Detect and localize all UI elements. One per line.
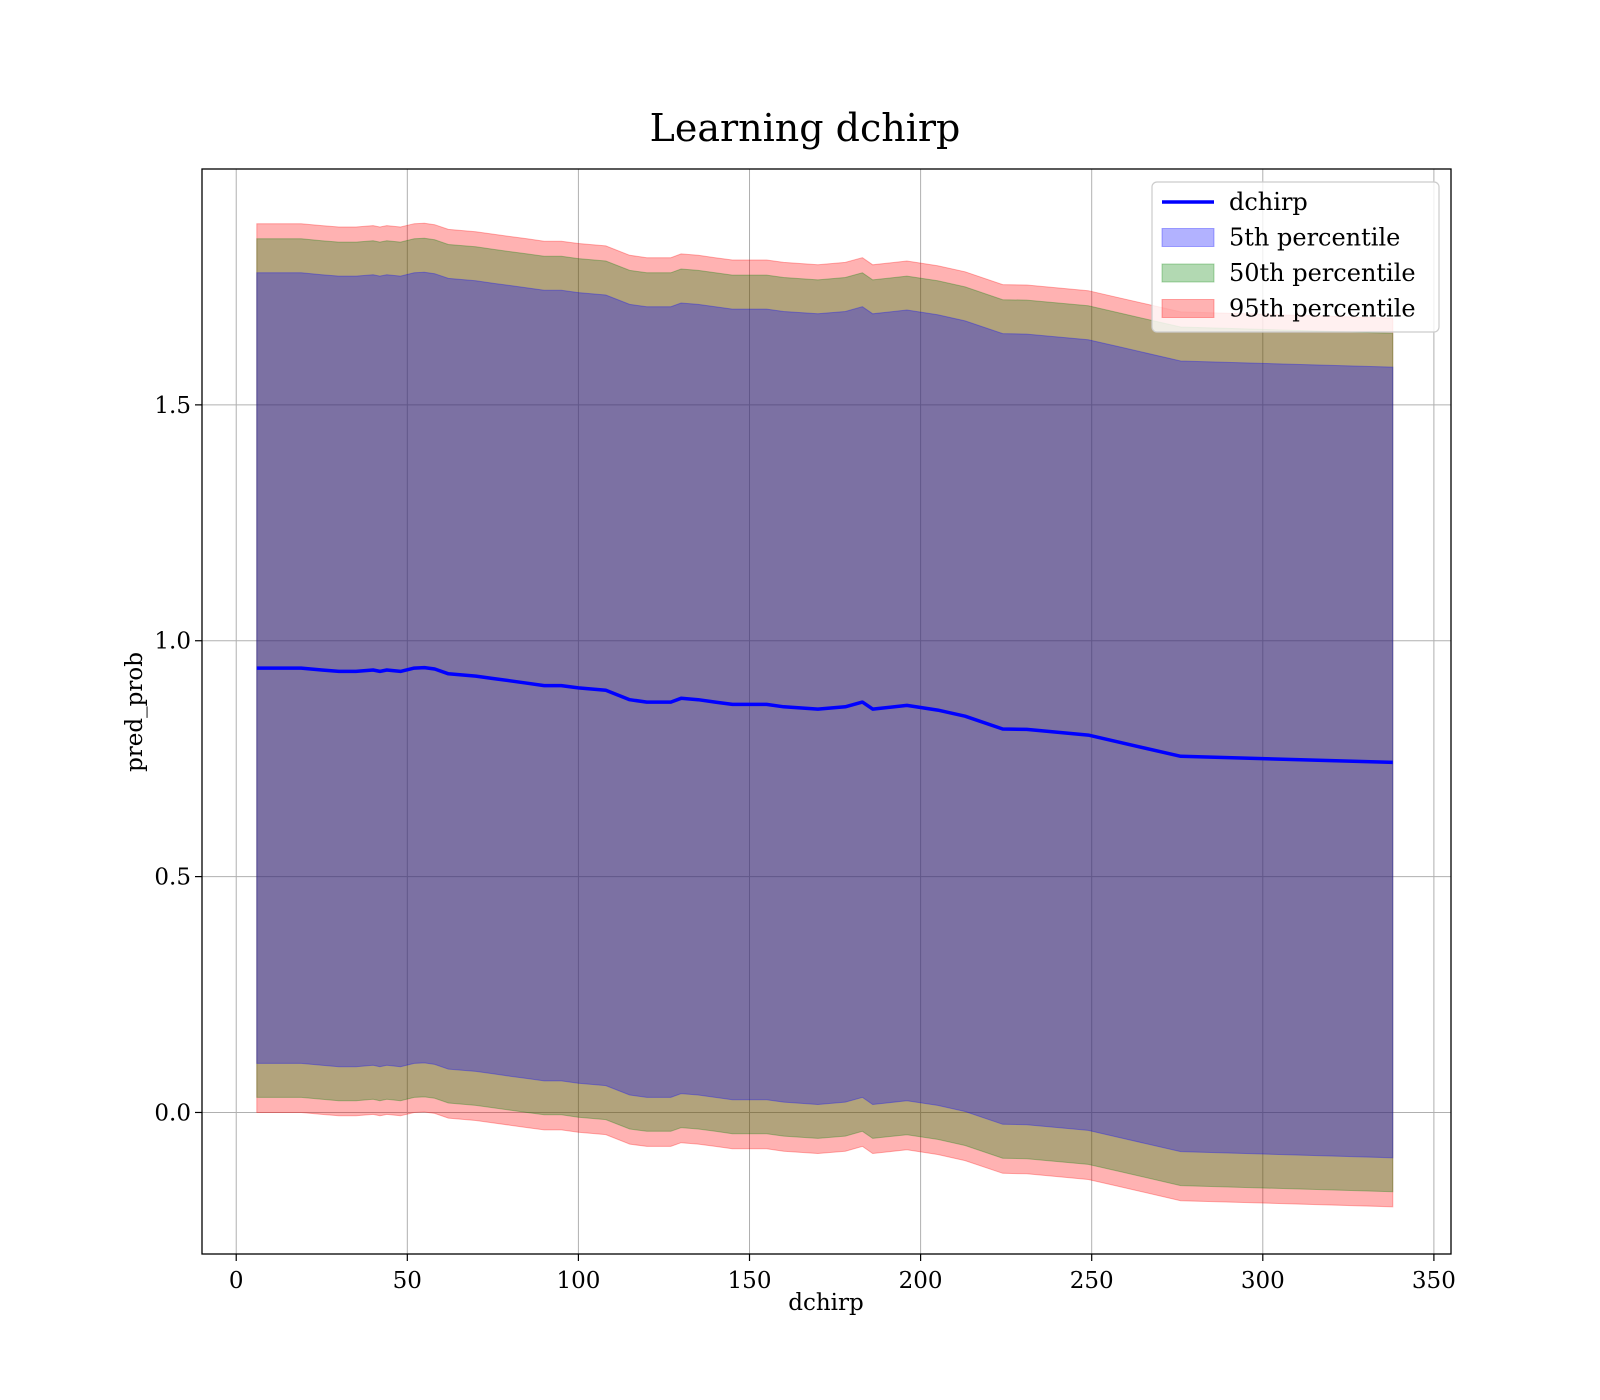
x-axis-label: dchirp — [788, 1290, 864, 1316]
y-axis-label: pred_prob — [122, 652, 148, 772]
x-tick-label: 200 — [899, 1268, 943, 1294]
y-tick-label: 1.0 — [154, 629, 191, 655]
grid — [202, 169, 1451, 1254]
legend-label-50th-percentile: 50th percentile — [1229, 259, 1416, 287]
legend-label-5th-percentile: 5th percentile — [1229, 224, 1400, 252]
x-tick-label: 100 — [556, 1268, 600, 1294]
legend-label-95th-percentile: 95th percentile — [1229, 295, 1416, 323]
legend: dchirp 5th percentile 50th percentile 95th … — [1151, 181, 1440, 333]
x-tick-label: 50 — [393, 1268, 422, 1294]
x-tick-label: 150 — [728, 1268, 772, 1294]
legend-key-5th-percentile — [1161, 228, 1215, 247]
legend-label-dchirp: dchirp — [1229, 188, 1308, 216]
x-tick-label: 0 — [229, 1268, 244, 1294]
percentile-bands — [256, 222, 1394, 1208]
legend-box — [1151, 181, 1440, 333]
chart-title: Learning dchirp — [650, 106, 961, 150]
y-tick-label: 1.5 — [154, 393, 191, 419]
y-tick-label: 0.5 — [154, 865, 191, 891]
plot-background — [202, 169, 1451, 1254]
x-tick-label: 300 — [1241, 1268, 1285, 1294]
x-tick-label: 350 — [1412, 1268, 1456, 1294]
plot-frame — [201, 168, 1452, 1255]
x-tick-label: 250 — [1070, 1268, 1114, 1294]
axis-ticks: 0 50 100 150 200 250 300 350 0.0 0.5 1.0 1.5 — [154, 393, 1455, 1294]
line-dchirp — [256, 665, 1393, 765]
band-5th-percentile — [256, 271, 1394, 1159]
legend-key-95th-percentile — [1161, 299, 1215, 318]
series-lines — [256, 665, 1393, 765]
y-tick-label: 0.0 — [154, 1100, 191, 1126]
legend-key-50th-percentile — [1161, 263, 1215, 283]
band-50th-percentile — [256, 237, 1394, 1193]
band-95th-percentile — [256, 222, 1394, 1208]
